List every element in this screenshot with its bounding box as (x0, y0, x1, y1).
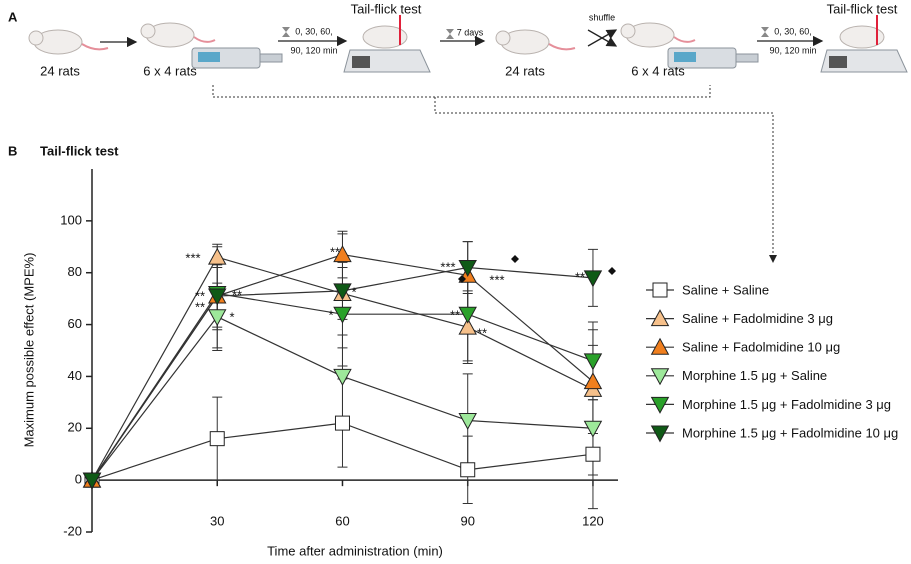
legend-marker (652, 397, 669, 412)
marker (459, 307, 476, 322)
x-tick-label: 120 (582, 514, 604, 529)
panel-label: B (8, 143, 17, 158)
significance: * (351, 284, 356, 299)
marker (585, 354, 602, 369)
chart-title: Tail-flick test (40, 143, 119, 158)
step-label: 0, 30, 60, (774, 26, 812, 36)
marker (586, 447, 600, 461)
marker (334, 369, 351, 384)
y-axis-label: Maximum possible effect (MPE%) (21, 253, 36, 448)
marker (585, 373, 602, 388)
step-label: 24 rats (40, 63, 80, 78)
y-tick-label: 40 (68, 368, 82, 383)
significance: ** (330, 244, 340, 259)
step-label: shuffle (589, 12, 615, 22)
legend-marker (652, 310, 669, 325)
y-tick-label: 100 (60, 212, 82, 227)
y-tick-label: 60 (68, 316, 82, 331)
x-tick-label: 60 (335, 514, 349, 529)
connector (213, 85, 773, 262)
step-label: 90, 120 min (290, 45, 337, 55)
step-label: 0, 30, 60, (295, 26, 333, 36)
panel-a: A (8, 1, 907, 262)
device-icons (344, 15, 907, 72)
step-label: Tail-flick test (351, 1, 422, 16)
marker (335, 416, 349, 430)
figure: A (0, 0, 911, 564)
significance: ** (232, 287, 242, 302)
legend-label: Saline + Saline (682, 282, 769, 297)
step-label: 6 x 4 rats (143, 63, 197, 78)
step-label: 6 x 4 rats (631, 63, 685, 78)
y-tick-label: 80 (68, 264, 82, 279)
step-label: 90, 120 min (769, 45, 816, 55)
marker (585, 271, 602, 286)
marker (461, 463, 475, 477)
significance-diamond (608, 267, 616, 275)
step-label: 7 days (457, 27, 484, 37)
y-tick-label: -20 (63, 523, 82, 538)
marker (209, 310, 226, 325)
significance: * (328, 307, 333, 322)
legend-label: Morphine 1.5 μg + Saline (682, 368, 827, 383)
legend-label: Morphine 1.5 μg + Fadolmidine 3 μg (682, 397, 891, 412)
legend-marker (653, 283, 667, 297)
marker (209, 249, 226, 264)
x-tick-label: 90 (460, 514, 474, 529)
x-axis-label: Time after administration (min) (267, 543, 443, 558)
legend-label: Morphine 1.5 μg + Fadolmidine 10 μg (682, 425, 898, 440)
legend-label: Saline + Fadolmidine 3 μg (682, 311, 833, 326)
legend-marker (652, 369, 669, 384)
marker (334, 307, 351, 322)
significance: *** (489, 272, 504, 287)
x-tick-label: 30 (210, 514, 224, 529)
marker (210, 432, 224, 446)
significance-diamond (511, 255, 519, 263)
significance: ** (195, 299, 205, 314)
significance: ** (450, 307, 460, 322)
panel-label: A (8, 9, 18, 24)
y-tick-label: 20 (68, 420, 82, 435)
significance: *** (440, 259, 455, 274)
step-label: Tail-flick test (827, 1, 898, 16)
significance: * (229, 309, 234, 324)
significance: ** (575, 269, 585, 284)
significance: *** (185, 250, 200, 265)
legend-label: Saline + Fadolmidine 10 μg (682, 340, 840, 355)
legend-marker (652, 339, 669, 354)
step-label: 24 rats (505, 63, 545, 78)
y-tick-label: 0 (75, 472, 82, 487)
significance: ** (477, 325, 487, 340)
marker (585, 421, 602, 436)
legend-marker (652, 426, 669, 441)
